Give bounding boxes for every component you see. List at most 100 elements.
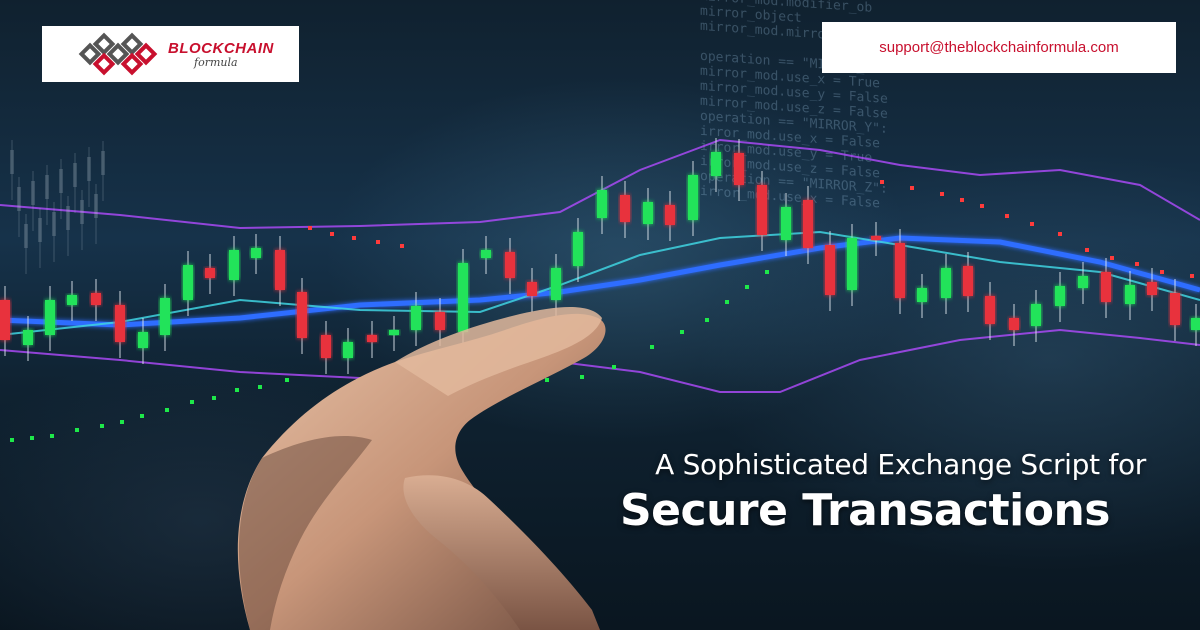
hand-knuckle-shadow [238, 436, 372, 630]
indicator-dot-red [330, 232, 334, 236]
candle-body [67, 295, 77, 305]
candle-body [781, 207, 791, 240]
indicator-dot-green [30, 436, 34, 440]
logo-title: BLOCKCHAIN [168, 39, 274, 57]
candle-body [1147, 282, 1157, 295]
background-candle-body [17, 187, 21, 211]
indicator-dot-green [75, 428, 79, 432]
indicator-dot-green [190, 400, 194, 404]
indicator-dot-red [980, 204, 984, 208]
background-candle-body [101, 151, 105, 175]
lower-band-line [0, 328, 1200, 393]
moving-average-cyan [0, 230, 1200, 336]
candle-body [1191, 318, 1200, 330]
logo-text: BLOCKCHAIN formula [168, 41, 274, 68]
indicator-dot-red [1030, 222, 1034, 226]
candle-body [688, 175, 698, 220]
candle-body [573, 232, 583, 266]
candle-body [229, 250, 239, 280]
upper-band-line [0, 138, 1200, 230]
candle-body [160, 298, 170, 335]
background-candle-body [52, 212, 56, 236]
candle-body [183, 265, 193, 300]
candle-body [665, 205, 675, 225]
candle-body [251, 248, 261, 258]
indicator-dot-red [960, 198, 964, 202]
contact-email[interactable]: support@theblockchainformula.com [879, 39, 1119, 56]
indicator-dot-red [1190, 274, 1194, 278]
background-candle-body [10, 150, 14, 174]
blockchain-links-icon [78, 32, 158, 76]
candle-body [389, 330, 399, 335]
indicator-dot-green [100, 424, 104, 428]
candle-body [803, 200, 813, 248]
candle-body [367, 335, 377, 342]
candle-body [825, 245, 835, 295]
candle-body [275, 250, 285, 290]
contact-email-box[interactable]: support@theblockchainformula.com [822, 22, 1176, 73]
candle-body [985, 296, 995, 324]
indicator-dot-green [120, 420, 124, 424]
candle-body [458, 263, 468, 332]
indicator-dot-red [400, 244, 404, 248]
candle-body [941, 268, 951, 298]
indicator-dot-red [1085, 248, 1089, 252]
moving-average-blue [0, 235, 1200, 328]
candle-body [597, 190, 607, 218]
candle-body [711, 152, 721, 176]
indicator-dot-red [1160, 270, 1164, 274]
candle-body [23, 330, 33, 345]
candle-body [527, 282, 537, 296]
indicator-dot-green [10, 438, 14, 442]
hand-index-finger [395, 307, 602, 396]
candle-body [847, 238, 857, 290]
logo[interactable]: BLOCKCHAIN formula [42, 26, 299, 82]
candle-body [1101, 272, 1111, 302]
indicator-dot-green [765, 270, 769, 274]
indicator-dot-green [612, 365, 616, 369]
indicator-dot-green [285, 378, 289, 382]
indicator-dot-red [376, 240, 380, 244]
candle-body [0, 300, 10, 340]
candle-body [643, 202, 653, 224]
headline-line1: A Sophisticated Exchange Script for [655, 448, 1146, 481]
indicator-dot-red [1058, 232, 1062, 236]
indicator-dot-green [140, 414, 144, 418]
candle-body [481, 250, 491, 258]
indicator-dot-red [1135, 262, 1139, 266]
candle-body [91, 293, 101, 305]
candle-body [435, 312, 445, 330]
candle-body [505, 252, 515, 278]
indicator-dot-red [308, 226, 312, 230]
background-candle-body [66, 206, 70, 230]
indicator-dot-green [650, 345, 654, 349]
background-candle-body [59, 169, 63, 193]
headline: A Sophisticated Exchange Script for Secu… [560, 448, 1150, 536]
indicator-dot-green [725, 300, 729, 304]
candle-body [551, 268, 561, 300]
candle-body [895, 243, 905, 298]
indicator-dot-green [745, 285, 749, 289]
candle-body [205, 268, 215, 278]
candle-body [45, 300, 55, 335]
background-candle-body [38, 218, 42, 242]
candle-body [1125, 285, 1135, 304]
background-candle-body [80, 200, 84, 224]
candle-body [1078, 276, 1088, 288]
indicator-dot-red [1110, 256, 1114, 260]
indicator-dot-green [50, 434, 54, 438]
background-candle-body [24, 224, 28, 248]
indicator-dot-green [165, 408, 169, 412]
candle-body [620, 195, 630, 222]
candle-body [871, 236, 881, 240]
indicator-dot-green [680, 330, 684, 334]
candle-body [321, 335, 331, 358]
candle-body [757, 185, 767, 235]
candle-body [1009, 318, 1019, 330]
indicator-dot-green [212, 396, 216, 400]
candle-body [1031, 304, 1041, 326]
background-candle-body [73, 163, 77, 187]
hand-thumb [403, 475, 600, 630]
